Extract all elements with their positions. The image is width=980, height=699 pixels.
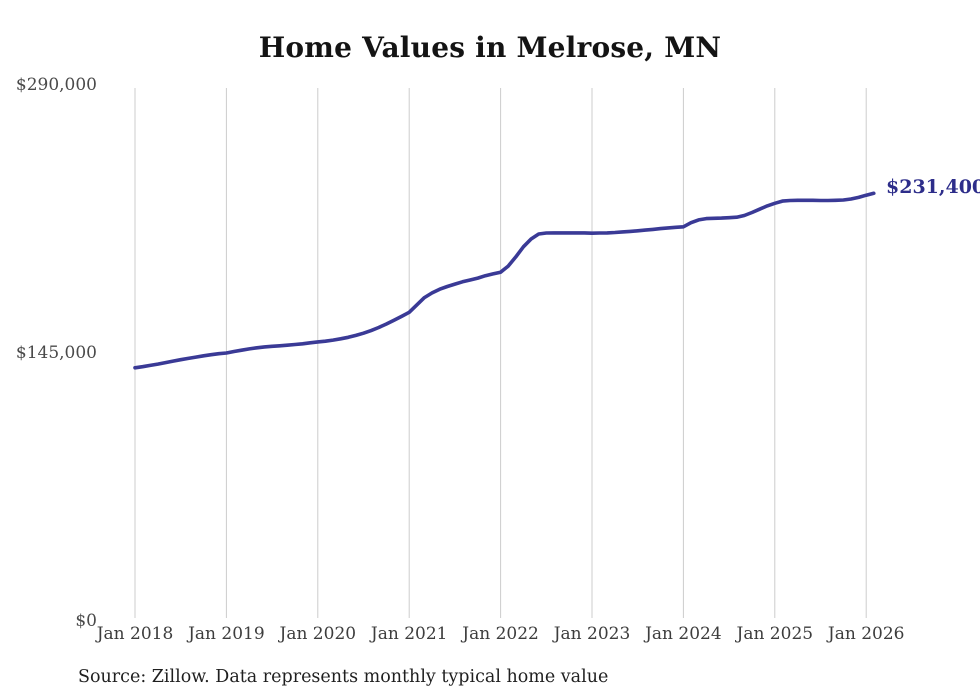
x-tick-label: Jan 2024 (645, 624, 722, 644)
source-note: Source: Zillow. Data represents monthly … (78, 667, 609, 687)
x-tick-label: Jan 2023 (553, 624, 631, 644)
chart-title: Home Values in Melrose, MN (258, 31, 722, 64)
value-line (133, 191, 876, 370)
y-tick-label: $0 (75, 611, 97, 631)
latest-value-label: $231,400 (886, 176, 980, 198)
x-tick-label: Jan 2021 (370, 624, 448, 644)
x-tick-label: Jan 2020 (279, 624, 357, 644)
y-tick-label: $290,000 (15, 75, 97, 95)
y-tick-label: $145,000 (15, 343, 97, 363)
x-tick-label: Jan 2019 (188, 624, 265, 644)
x-tick-label: Jan 2018 (96, 624, 174, 644)
x-tick-label: Jan 2026 (827, 624, 905, 644)
x-tick-label: Jan 2025 (736, 624, 814, 644)
x-tick-label: Jan 2022 (462, 624, 539, 644)
